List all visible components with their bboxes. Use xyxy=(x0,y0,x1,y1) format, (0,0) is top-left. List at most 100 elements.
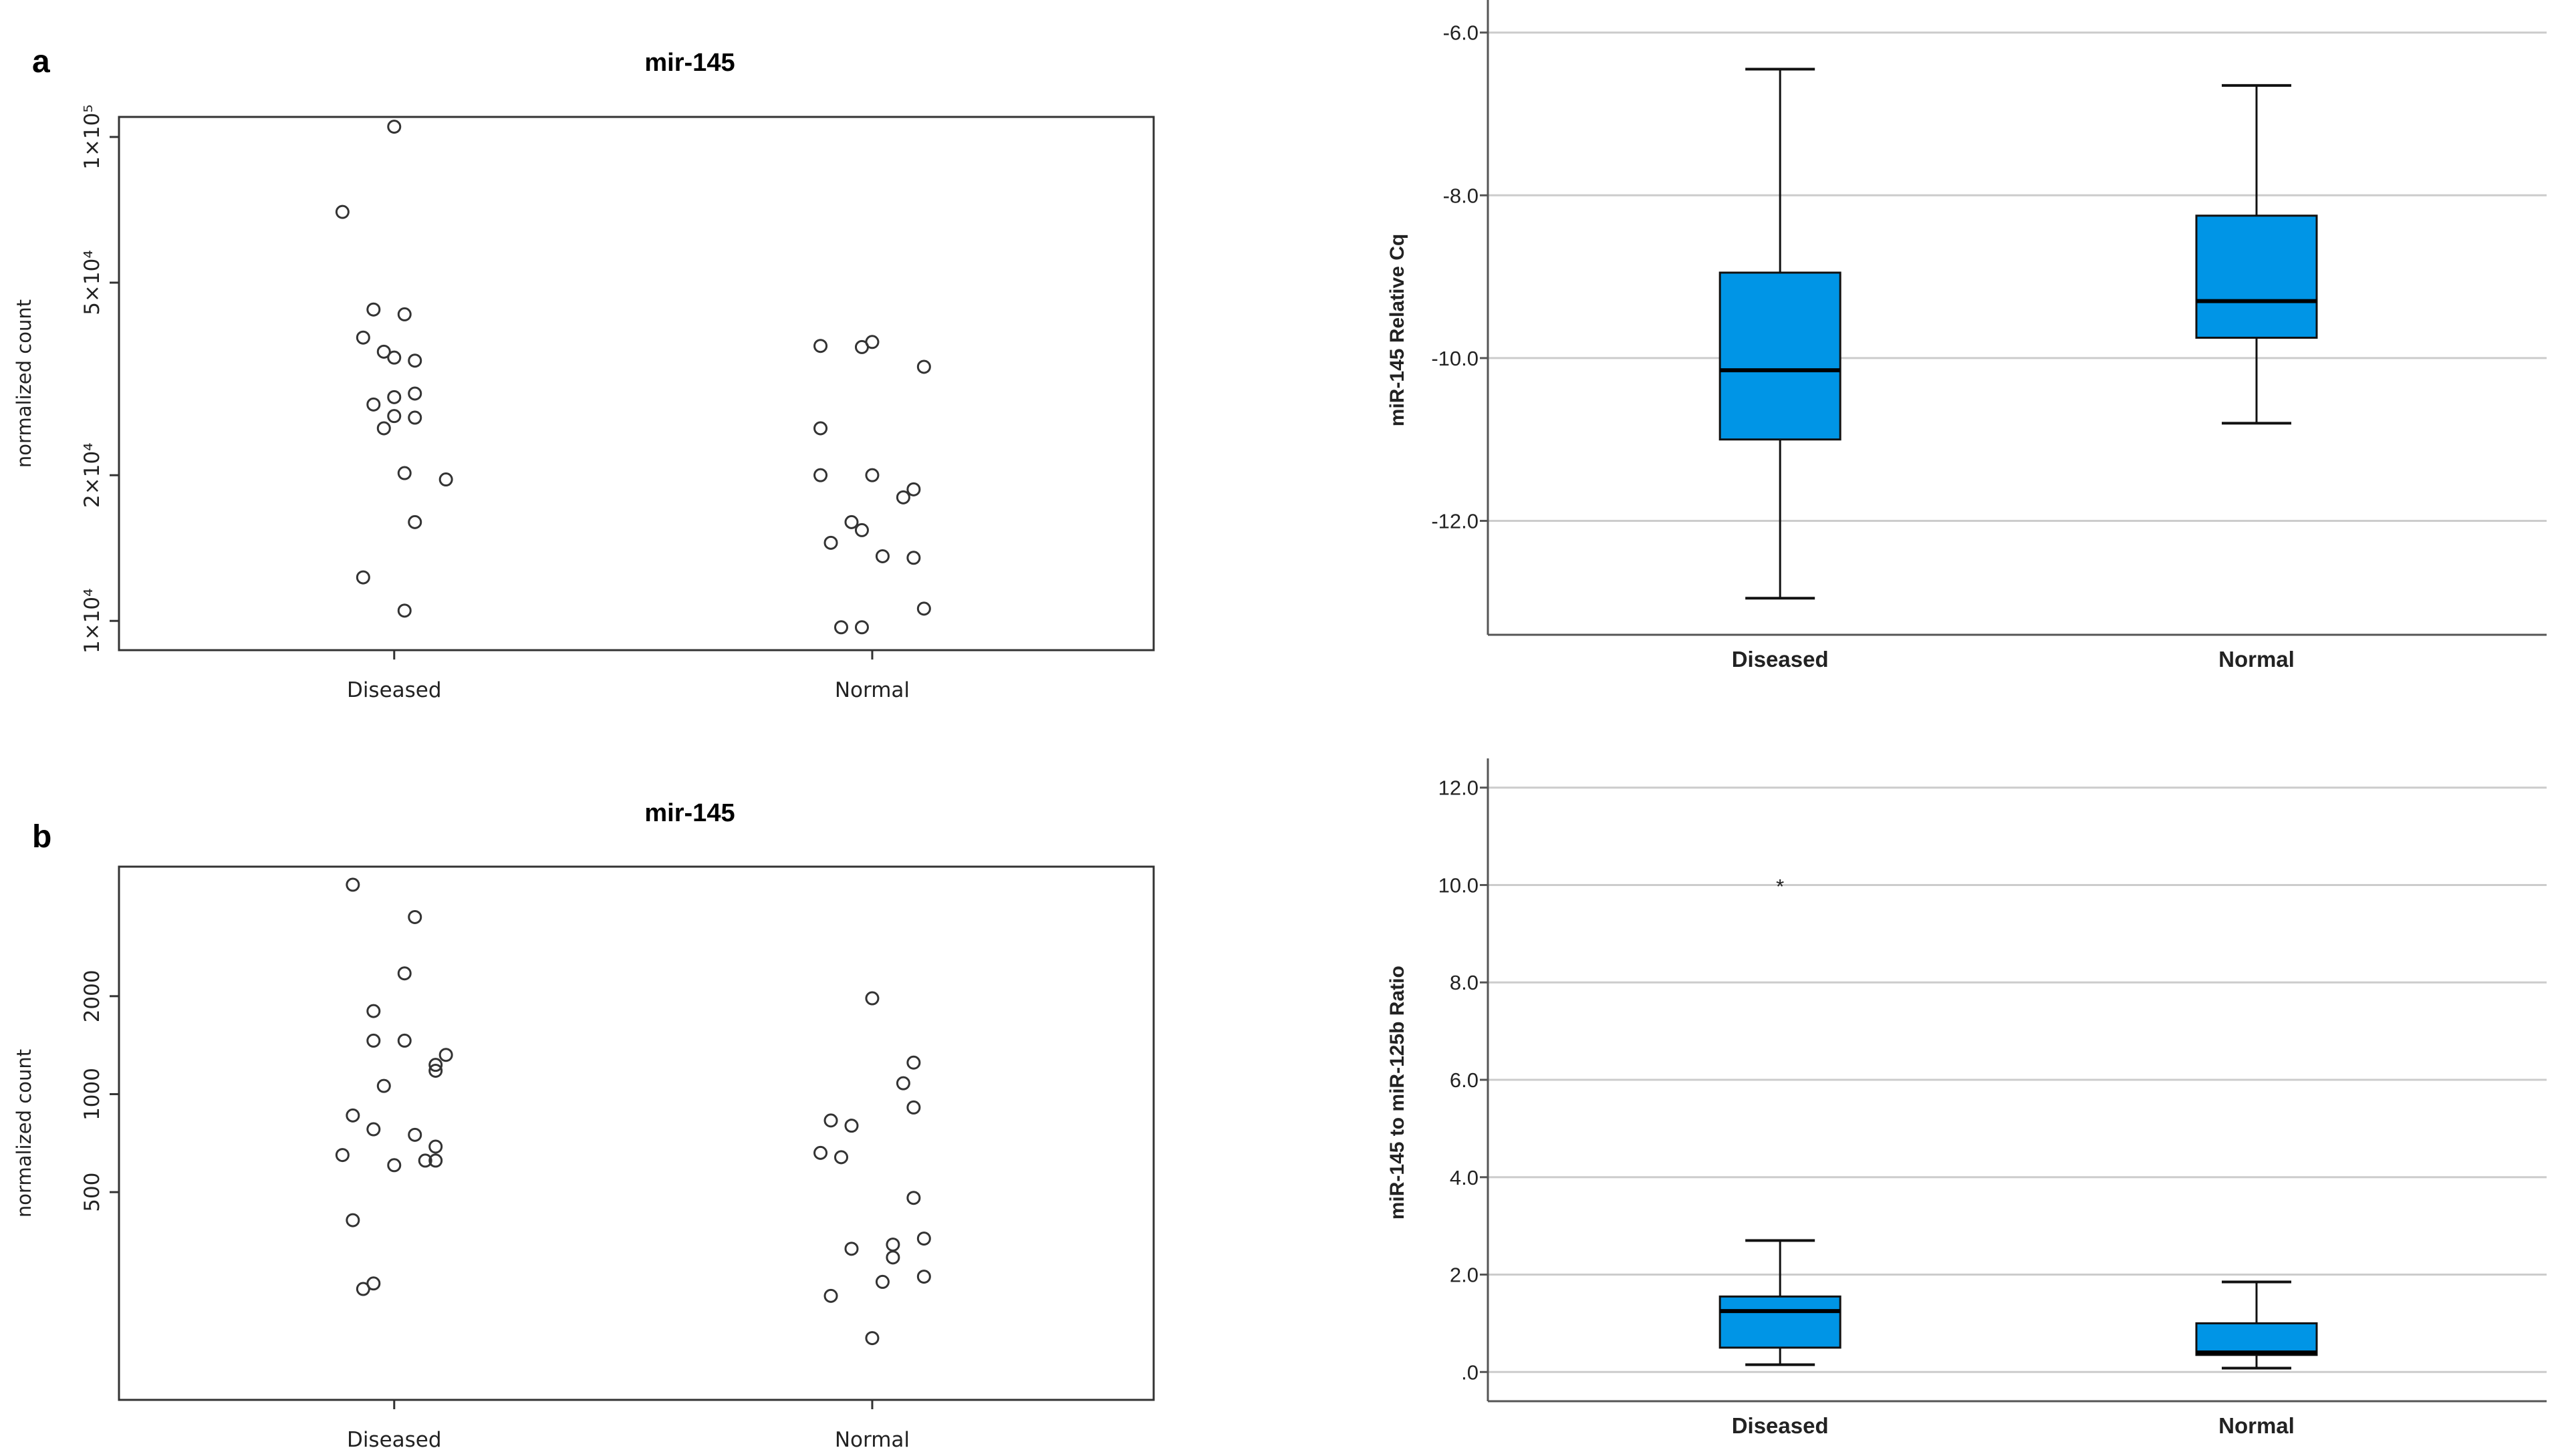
data-point xyxy=(408,410,422,425)
data-point xyxy=(366,1122,381,1137)
box-chart-b-ratio: 12.0 10.0 8.0 6.0 4.0 2.0 .0 miR-145 to miR-125… xyxy=(1386,758,2547,1438)
x-tick-label: Normal xyxy=(835,1428,910,1452)
data-point xyxy=(906,1100,921,1115)
data-point xyxy=(865,991,880,1006)
data-point xyxy=(366,302,381,317)
data-point xyxy=(813,421,828,436)
data-point xyxy=(387,409,402,424)
data-point xyxy=(896,1076,910,1090)
y-tick-label: 4.0 xyxy=(1450,1166,1479,1189)
x-tick-label: Diseased xyxy=(347,678,442,702)
y-tick-label: 2.0 xyxy=(1450,1264,1479,1287)
data-point xyxy=(397,1033,412,1048)
data-point xyxy=(356,330,370,345)
data-point xyxy=(366,1033,381,1048)
y-tick-label: .0 xyxy=(1461,1360,1479,1384)
data-point xyxy=(854,620,869,635)
data-point xyxy=(844,515,859,529)
box-iqr xyxy=(1718,1295,1841,1349)
box-iqr xyxy=(2195,214,2318,339)
data-point xyxy=(346,1213,360,1227)
data-point xyxy=(854,339,869,354)
box-chart-a-relative-cq: -6.0 -8.0 -10.0 -12.0 miR-145 Relative Cq Dis… xyxy=(1386,0,2547,672)
x-tick-label: Normal xyxy=(2218,1413,2295,1438)
data-point xyxy=(823,1288,838,1303)
data-point xyxy=(408,1127,422,1142)
data-point xyxy=(397,307,412,321)
data-point xyxy=(916,601,931,616)
data-point xyxy=(335,204,350,219)
y-tick-label: 1×10⁵ xyxy=(80,104,104,170)
data-point xyxy=(376,421,391,436)
data-point xyxy=(387,1158,402,1173)
y-tick-label: 8.0 xyxy=(1450,971,1479,994)
data-point xyxy=(865,1331,880,1346)
data-point xyxy=(875,1274,890,1289)
data-point xyxy=(813,339,828,353)
data-point xyxy=(916,1270,931,1284)
y-tick-label: 6.0 xyxy=(1450,1068,1479,1092)
data-point xyxy=(834,1150,849,1165)
y-tick-label: 5×10⁴ xyxy=(80,250,104,315)
y-axis-label: normalized count xyxy=(13,1049,35,1217)
data-point xyxy=(854,523,869,537)
data-point xyxy=(346,877,360,892)
data-point xyxy=(366,1004,381,1018)
x-tick-label: Normal xyxy=(2218,647,2295,672)
outlier-marker: * xyxy=(1776,875,1784,898)
y-tick-label: -6.0 xyxy=(1443,21,1479,45)
box-iqr xyxy=(1718,271,1841,441)
data-point xyxy=(875,549,890,563)
plot-frame xyxy=(118,865,1155,1401)
data-point xyxy=(408,909,422,924)
data-point xyxy=(823,535,838,550)
data-point xyxy=(408,386,422,401)
chart-title: mir-145 xyxy=(644,49,735,77)
y-tick-label: 12.0 xyxy=(1438,776,1479,800)
data-point xyxy=(376,344,391,359)
data-point xyxy=(886,1250,900,1265)
box-iqr xyxy=(2195,1322,2318,1356)
y-tick-label: 2×10⁴ xyxy=(80,442,104,508)
data-point xyxy=(865,468,880,482)
data-point xyxy=(397,466,412,480)
data-point xyxy=(418,1153,432,1168)
y-tick-label: 1000 xyxy=(80,1068,104,1121)
y-tick-label: -10.0 xyxy=(1431,347,1479,370)
data-point xyxy=(813,1145,828,1160)
x-tick-label: Diseased xyxy=(1732,647,1829,672)
data-point xyxy=(397,603,412,618)
data-point xyxy=(844,1242,859,1256)
data-point xyxy=(356,570,370,585)
data-point xyxy=(387,350,402,365)
data-point xyxy=(428,1139,443,1154)
plot-frame xyxy=(118,116,1155,651)
x-tick-label: Normal xyxy=(835,678,910,702)
data-point xyxy=(906,1055,921,1070)
data-point xyxy=(428,1153,443,1168)
data-point xyxy=(346,1108,360,1123)
data-point xyxy=(408,515,422,529)
x-tick-label: Diseased xyxy=(347,1428,442,1452)
data-point xyxy=(916,1231,931,1246)
data-point xyxy=(335,1148,350,1163)
data-point xyxy=(428,1063,443,1078)
y-tick-label: -12.0 xyxy=(1431,509,1479,533)
x-tick-label: Diseased xyxy=(1732,1413,1829,1438)
strip-chart-b-mir-145: mir-145 500 1000 2000 normalized count Diseas… xyxy=(13,799,1155,1452)
data-point xyxy=(428,1058,443,1072)
data-point xyxy=(896,490,910,504)
data-point xyxy=(906,482,921,496)
panel-label-b: b xyxy=(32,819,51,855)
strip-chart-a-mir-145: mir-145 1×10⁴ 2×10⁴ 5×10⁴ 1×10⁵ normalized co… xyxy=(13,49,1155,702)
y-tick-label: 2000 xyxy=(80,970,104,1022)
data-point xyxy=(387,390,402,404)
data-point xyxy=(834,620,849,635)
y-tick-label: 500 xyxy=(80,1173,104,1212)
data-point xyxy=(844,1119,859,1133)
chart-title: mir-145 xyxy=(644,799,735,827)
data-point xyxy=(813,468,828,482)
data-point xyxy=(366,397,381,412)
